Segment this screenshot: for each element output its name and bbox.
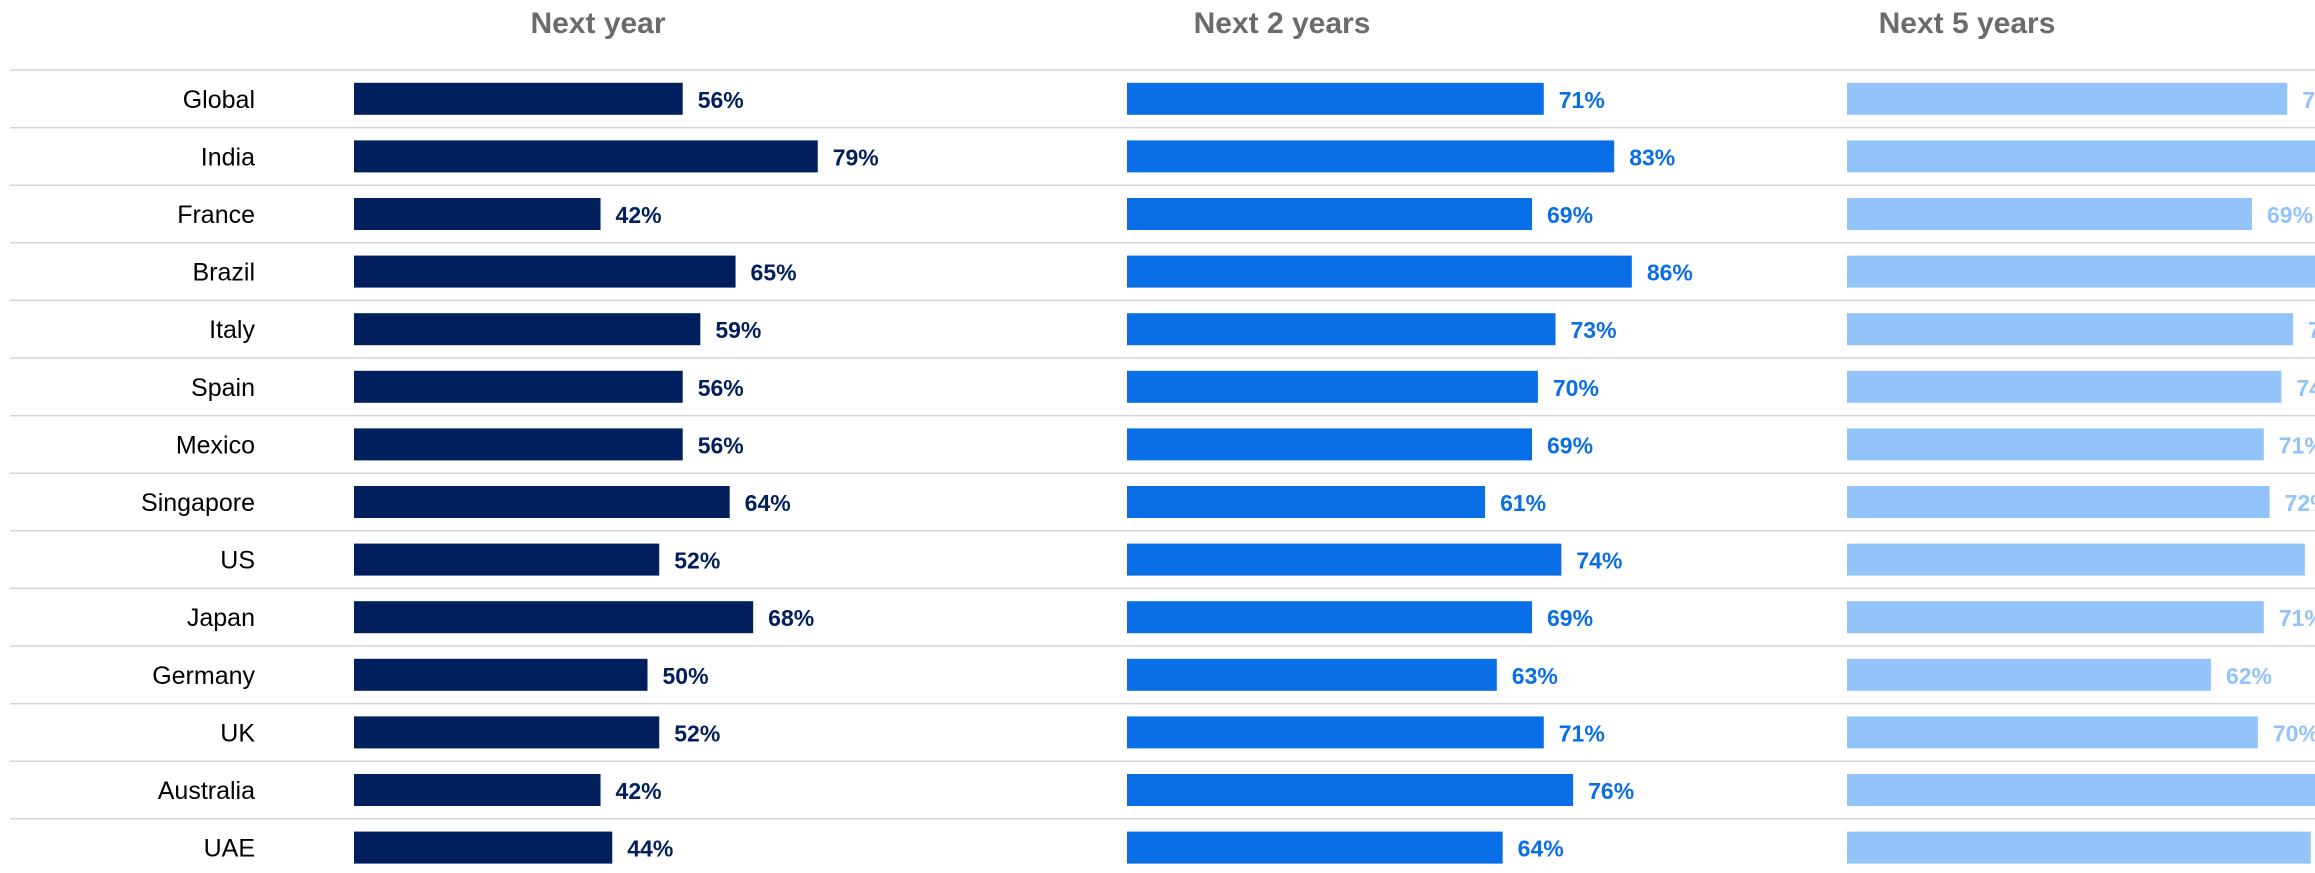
bar — [354, 140, 818, 173]
bar — [354, 601, 754, 634]
data-label: 86% — [1647, 260, 1693, 286]
bar — [354, 428, 683, 461]
data-label: 56% — [698, 432, 744, 458]
bar — [1127, 313, 1556, 346]
bar — [1127, 370, 1538, 403]
bar — [1847, 370, 2282, 403]
data-label: 70% — [2273, 720, 2315, 746]
category-label: UAE — [204, 835, 255, 863]
bar — [1847, 313, 2294, 346]
data-label: 61% — [1500, 490, 1546, 516]
bar — [1127, 428, 1533, 461]
bar — [354, 658, 648, 691]
bar — [1847, 774, 2315, 806]
category-label: Mexico — [176, 431, 255, 459]
category-label: Italy — [209, 316, 255, 344]
bar — [1127, 255, 1632, 288]
category-label: Japan — [187, 604, 255, 632]
bar — [1847, 140, 2315, 173]
data-label: 72% — [2285, 490, 2315, 516]
category-label: India — [201, 143, 255, 171]
bar — [1847, 198, 2253, 230]
data-label: 59% — [715, 317, 761, 343]
bar — [354, 255, 736, 288]
bar — [1127, 140, 1615, 173]
bar — [354, 543, 660, 576]
category-label: US — [220, 547, 255, 575]
category-label: Spain — [191, 374, 255, 402]
data-label: 63% — [1512, 663, 1558, 689]
bar — [1127, 601, 1533, 634]
category-label: Australia — [158, 777, 255, 805]
category-label: Global — [183, 86, 255, 114]
data-label: 56% — [698, 87, 744, 113]
bar — [354, 774, 601, 806]
data-label: 68% — [768, 605, 814, 631]
bar — [1847, 543, 2305, 576]
bar — [1847, 601, 2264, 634]
bar — [1847, 486, 2270, 518]
data-label: 64% — [1518, 836, 1564, 862]
data-label: 73% — [1571, 317, 1617, 343]
data-label: 52% — [674, 720, 720, 746]
series-title: Next year — [530, 7, 665, 40]
series-title: Next 2 years — [1194, 7, 1371, 40]
data-label: 52% — [674, 548, 720, 574]
data-label: 69% — [1547, 432, 1593, 458]
bar — [354, 831, 613, 864]
category-label: UK — [220, 719, 255, 747]
data-label: 76% — [1588, 778, 1634, 804]
data-label: 75% — [2302, 87, 2315, 113]
bar — [1127, 198, 1533, 230]
bar — [1127, 543, 1562, 576]
category-label: Singapore — [141, 489, 255, 517]
bar — [1127, 658, 1497, 691]
bar — [354, 716, 660, 749]
data-label: 64% — [745, 490, 791, 516]
data-label: 69% — [1547, 605, 1593, 631]
data-label: 56% — [698, 375, 744, 401]
bar — [1847, 831, 2311, 864]
data-label: 74% — [2296, 375, 2315, 401]
data-label: 42% — [616, 778, 662, 804]
category-label: Brazil — [192, 259, 255, 287]
bar — [1127, 716, 1544, 749]
bar — [354, 486, 730, 518]
data-label: 83% — [1629, 144, 1675, 170]
data-label: 76% — [2308, 317, 2315, 343]
bar — [354, 313, 701, 346]
bar — [1847, 658, 2211, 691]
bar — [354, 370, 683, 403]
data-label: 79% — [833, 144, 879, 170]
data-label: 69% — [2267, 202, 2313, 228]
bar — [354, 82, 683, 115]
category-label: Germany — [152, 662, 255, 690]
bar — [1127, 486, 1486, 518]
bar — [1127, 82, 1544, 115]
bar — [1847, 82, 2288, 115]
data-label: 70% — [1553, 375, 1599, 401]
data-label: 71% — [1559, 720, 1605, 746]
data-label: 42% — [616, 202, 662, 228]
bar — [1127, 831, 1503, 864]
data-label: 62% — [2226, 663, 2272, 689]
bar — [1847, 428, 2264, 461]
data-label: 65% — [751, 260, 797, 286]
data-label: 71% — [1559, 87, 1605, 113]
data-label: 69% — [1547, 202, 1593, 228]
data-label: 71% — [2279, 605, 2315, 631]
bar — [1847, 255, 2315, 288]
data-label: 50% — [663, 663, 709, 689]
data-label: 44% — [627, 836, 673, 862]
data-label: 74% — [1576, 548, 1622, 574]
category-label: France — [177, 201, 255, 229]
bar — [1127, 774, 1574, 806]
bar — [354, 198, 601, 230]
bar — [1847, 716, 2258, 749]
data-label: 71% — [2279, 432, 2315, 458]
series-title: Next 5 years — [1879, 7, 2056, 40]
